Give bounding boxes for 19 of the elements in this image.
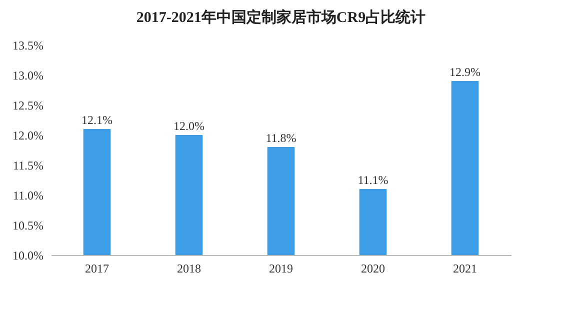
x-tick-label: 2017 — [85, 262, 109, 276]
y-tick-label: 10.0% — [12, 248, 44, 262]
data-label: 12.1% — [82, 113, 112, 127]
x-tick-label: 2019 — [269, 262, 293, 276]
x-tick-label: 2018 — [177, 262, 201, 276]
data-label: 12.9% — [450, 65, 480, 79]
data-label: 12.0% — [174, 119, 204, 133]
y-tick-label: 12.5% — [12, 98, 44, 112]
x-tick-label: 2021 — [453, 262, 477, 276]
data-label: 11.8% — [266, 131, 296, 145]
chart-title: 2017-2021年中国定制家居市场CR9占比统计 — [136, 8, 426, 26]
y-tick-label: 13.5% — [12, 38, 44, 52]
y-tick-label: 11.0% — [12, 188, 44, 202]
x-tick-label: 2020 — [361, 262, 385, 276]
y-tick-label: 13.0% — [12, 68, 44, 82]
data-label: 11.1% — [358, 173, 388, 187]
y-tick-label: 10.5% — [12, 218, 44, 232]
y-tick-label: 11.5% — [12, 158, 44, 172]
y-tick-label: 12.0% — [12, 128, 44, 142]
